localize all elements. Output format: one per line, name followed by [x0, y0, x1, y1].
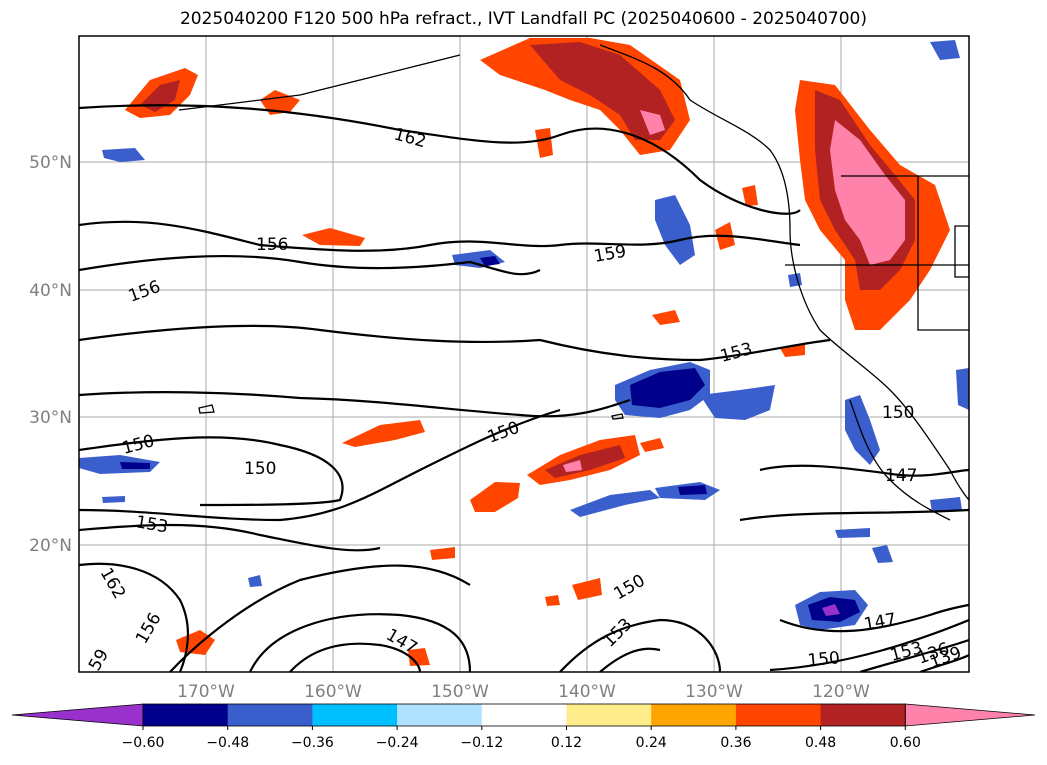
contour-label: 153: [134, 512, 169, 537]
colorbar-tick-label: −0.24: [376, 735, 419, 751]
contour-label: 150: [807, 648, 841, 671]
colorbar-bin: [481, 704, 567, 726]
contour-label: 156: [256, 235, 288, 255]
contour-label: 153: [718, 339, 755, 367]
contour-label: 159: [592, 242, 627, 267]
lat-label: 50°N: [29, 153, 72, 173]
contour-label: 147: [862, 610, 897, 635]
colorbar-ticks: −0.60 −0.48 −0.36 −0.24 −0.12 0.12 0.24 0.36 0.4…: [122, 726, 921, 751]
lat-label: 30°N: [29, 408, 72, 428]
height-contours: [79, 104, 969, 672]
contour-label: 162: [392, 125, 429, 153]
latitude-labels: 50°N 40°N 30°N 20°N: [29, 153, 72, 556]
colorbar-bin: [312, 704, 398, 726]
colorbar-tick-label: 0.36: [720, 735, 751, 751]
coastlines: [178, 44, 969, 521]
lon-label: 160°W: [304, 682, 362, 702]
colorbar-bin: [566, 704, 652, 726]
colorbar-tick-label: 0.60: [890, 735, 921, 751]
anomaly-fills: [79, 38, 969, 666]
contour-label: 150: [120, 431, 157, 459]
longitude-labels: 170°W 160°W 150°W 140°W 130°W 120°W: [177, 682, 870, 702]
colorbar: [11, 703, 1036, 727]
colorbar-bin: [820, 704, 906, 726]
contour-label: 156: [132, 609, 166, 647]
contour-label: 156: [126, 277, 163, 307]
colorbar-bin: [651, 704, 737, 726]
colorbar-bin: [143, 704, 229, 726]
contour-label: 153: [599, 614, 636, 651]
lat-label: 40°N: [29, 281, 72, 301]
lon-label: 150°W: [431, 682, 489, 702]
colorbar-tick-label: −0.12: [460, 735, 503, 751]
colorbar-bin: [227, 704, 313, 726]
contour-label: 150: [882, 403, 914, 423]
lon-label: 170°W: [177, 682, 235, 702]
lon-label: 140°W: [558, 682, 616, 702]
colorbar-tick-label: 0.12: [551, 735, 582, 751]
graticule: [79, 36, 969, 672]
colorbar-extend-high: [904, 703, 1036, 727]
map-title: 2025040200 F120 500 hPa refract., IVT La…: [179, 9, 867, 29]
colorbar-extend-low: [11, 703, 144, 727]
contour-label: 162: [96, 565, 130, 603]
colorbar-tick-label: −0.36: [291, 735, 334, 751]
colorbar-tick-label: 0.48: [805, 735, 836, 751]
contour-label: 150: [244, 459, 276, 479]
contour-label: 150: [485, 418, 522, 448]
colorbar-tick-label: 0.24: [636, 735, 667, 751]
colorbar-bin: [397, 704, 483, 726]
colorbar-outline: [142, 703, 906, 727]
colorbar-tick-label: −0.60: [122, 735, 165, 751]
lon-label: 130°W: [685, 682, 743, 702]
colorbar-tick-label: −0.48: [206, 735, 249, 751]
lon-label: 120°W: [812, 682, 870, 702]
contour-label: 147: [885, 466, 917, 486]
contour-label: 59: [85, 646, 113, 675]
lat-label: 20°N: [29, 536, 72, 556]
colorbar-bin: [735, 704, 822, 726]
map-frame: [78, 35, 970, 673]
contour-label: 150: [611, 571, 649, 605]
